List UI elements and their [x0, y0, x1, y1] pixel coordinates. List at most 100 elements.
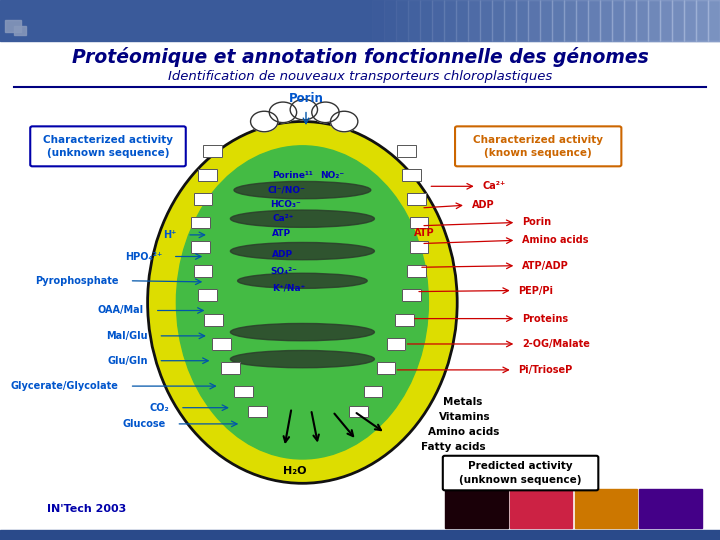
Bar — [14, 26, 26, 35]
Text: ATP: ATP — [272, 229, 292, 238]
Bar — [198, 289, 217, 301]
Bar — [364, 386, 382, 397]
Ellipse shape — [176, 146, 428, 459]
Text: CO₂: CO₂ — [150, 403, 169, 413]
Bar — [191, 217, 210, 228]
Bar — [407, 193, 426, 205]
Text: Vitamins: Vitamins — [439, 412, 491, 422]
Ellipse shape — [238, 273, 367, 288]
Text: H₂O: H₂O — [284, 466, 307, 476]
Bar — [194, 193, 212, 205]
Bar — [708, 0, 720, 40]
Circle shape — [330, 111, 358, 132]
Text: Identification de nouveaux transporteurs chloroplastiques: Identification de nouveaux transporteurs… — [168, 70, 552, 83]
Bar — [516, 0, 528, 40]
Bar — [203, 145, 222, 157]
Ellipse shape — [230, 242, 374, 260]
Bar — [212, 338, 231, 350]
Bar — [552, 0, 564, 40]
Bar — [248, 406, 267, 417]
Bar — [360, 0, 372, 40]
Bar — [576, 0, 588, 40]
Bar — [397, 145, 416, 157]
Text: Glu/Gln: Glu/Gln — [107, 356, 148, 366]
Text: OAA/Mal: OAA/Mal — [98, 306, 144, 315]
Text: Porine¹¹: Porine¹¹ — [272, 171, 313, 180]
Bar — [672, 0, 684, 40]
Bar — [248, 406, 267, 417]
Text: 2-OG/Malate: 2-OG/Malate — [522, 339, 590, 349]
Text: Characterized activity
(unknown sequence): Characterized activity (unknown sequence… — [43, 135, 173, 158]
Bar — [468, 0, 480, 40]
Bar — [588, 0, 600, 40]
Text: H⁺: H⁺ — [163, 230, 176, 240]
Bar — [377, 362, 395, 374]
Text: Ca²⁺: Ca²⁺ — [272, 214, 294, 222]
Text: Glucose: Glucose — [122, 419, 166, 429]
Bar — [540, 0, 552, 40]
Bar — [612, 0, 624, 40]
Text: Protéomique et annotation fonctionnelle des génomes: Protéomique et annotation fonctionnelle … — [71, 46, 649, 67]
Text: Pi/TrioseP: Pi/TrioseP — [518, 365, 572, 375]
Bar — [410, 217, 428, 228]
FancyBboxPatch shape — [30, 126, 186, 166]
Bar — [234, 386, 253, 397]
Bar — [198, 169, 217, 181]
Bar — [5, 20, 21, 32]
Bar — [191, 241, 210, 253]
Bar — [387, 338, 405, 350]
Bar — [204, 314, 223, 326]
Bar — [402, 169, 421, 181]
Circle shape — [269, 102, 297, 123]
Ellipse shape — [230, 210, 374, 227]
Ellipse shape — [148, 122, 457, 483]
Bar — [696, 0, 708, 40]
Text: Predicted activity
(unknown sequence): Predicted activity (unknown sequence) — [459, 462, 582, 484]
Bar — [191, 241, 210, 253]
Text: SO₄²⁻: SO₄²⁻ — [270, 267, 297, 275]
Bar — [444, 0, 456, 40]
Circle shape — [290, 99, 318, 120]
Bar — [212, 338, 231, 350]
Text: Metals: Metals — [443, 397, 482, 407]
Bar — [410, 217, 428, 228]
Bar — [639, 489, 702, 528]
Bar — [564, 0, 576, 40]
Text: Glycerate/Glycolate: Glycerate/Glycolate — [11, 381, 119, 391]
Text: NO₂⁻: NO₂⁻ — [320, 171, 345, 180]
Bar — [402, 289, 421, 301]
Bar — [624, 0, 636, 40]
Bar — [480, 0, 492, 40]
Text: Fatty acids: Fatty acids — [421, 442, 486, 452]
Bar — [194, 265, 212, 277]
Bar — [198, 169, 217, 181]
Bar — [445, 489, 508, 528]
Bar — [234, 386, 253, 397]
Bar — [395, 314, 414, 326]
Text: Pyrophosphate: Pyrophosphate — [35, 276, 119, 286]
Bar — [194, 265, 212, 277]
Bar — [0, 0, 720, 40]
Bar — [372, 0, 384, 40]
Text: Amino acids: Amino acids — [522, 235, 588, 245]
Bar — [191, 217, 210, 228]
Text: HPO₄²⁺: HPO₄²⁺ — [125, 252, 162, 261]
Text: HCO₃⁻: HCO₃⁻ — [270, 200, 301, 208]
Bar — [432, 0, 444, 40]
Bar — [395, 314, 414, 326]
Text: PEP/Pi: PEP/Pi — [518, 286, 554, 295]
Bar — [402, 289, 421, 301]
Bar — [636, 0, 648, 40]
Bar — [410, 241, 428, 253]
Ellipse shape — [234, 181, 371, 199]
Bar — [407, 265, 426, 277]
Bar — [349, 406, 368, 417]
Circle shape — [251, 111, 278, 132]
Bar — [221, 362, 240, 374]
Text: Ca²⁺: Ca²⁺ — [482, 181, 505, 191]
Text: Amino acids: Amino acids — [428, 427, 500, 437]
Bar — [510, 489, 572, 528]
Text: Characterized activity
(known sequence): Characterized activity (known sequence) — [473, 135, 603, 158]
Bar — [684, 0, 696, 40]
Bar — [504, 0, 516, 40]
